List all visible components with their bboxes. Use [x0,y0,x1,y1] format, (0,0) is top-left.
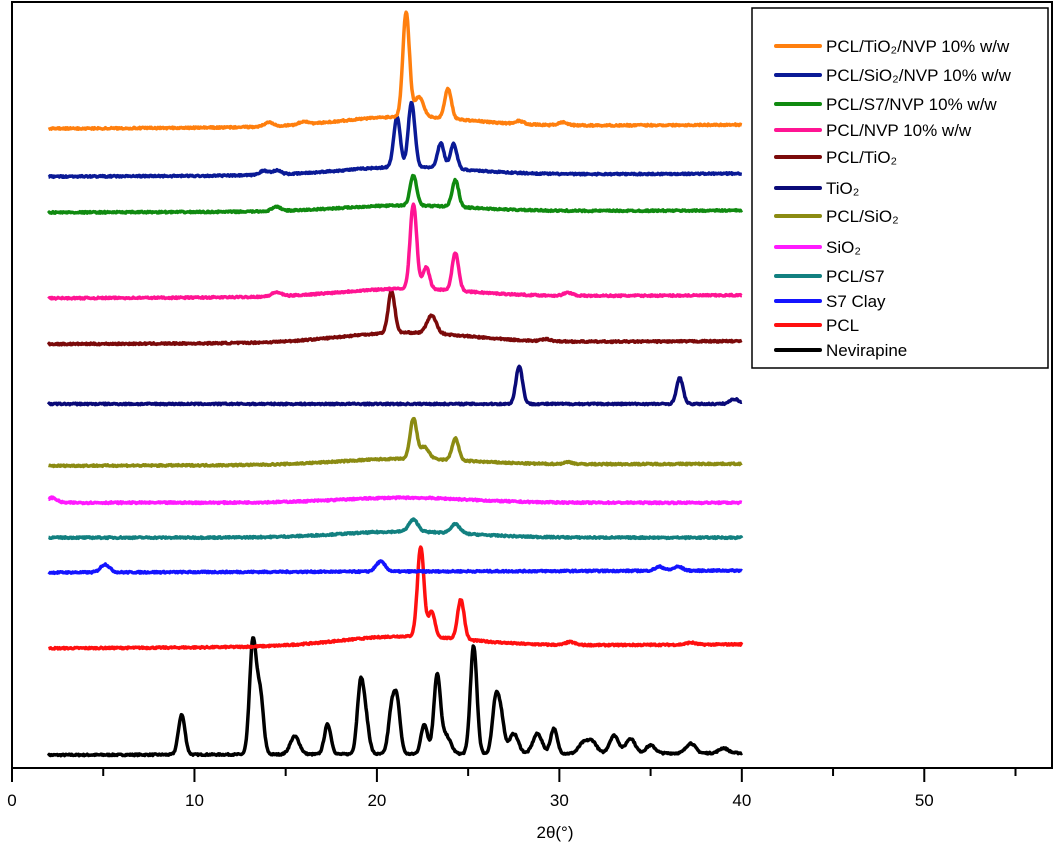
series-line-pcl-nvp-10-w-w [47,202,743,301]
legend: PCL/TiO₂/NVP 10% w/w PCL/SiO₂/NVP 10% w/w… [751,7,1049,369]
legend-label: PCL/TiO₂ [826,148,897,167]
legend-label: PCL/SiO₂ [826,207,899,226]
series-line-pcl-sio- [47,416,743,469]
x-tick-label: 30 [550,791,569,810]
x-tick-label: 50 [915,791,934,810]
legend-item: PCL [774,316,859,335]
series-line-tio- [46,364,743,407]
legend-item: S7 Clay [774,292,886,311]
legend-item: PCL/NVP 10% w/w [774,121,972,140]
series-line-sio- [47,495,743,506]
series-line-pcl-sio-nvp-10-w-w [47,100,743,180]
legend-item: PCL/SiO₂ [774,207,899,226]
series-line-pcl-tio- [46,289,743,347]
legend-label: Nevirapine [826,341,907,360]
legend-item: PCL/TiO₂/NVP 10% w/w [774,37,1010,56]
legend-item: TiO₂ [774,179,859,198]
x-axis: 0 10 20 30 40 50 [7,768,1017,810]
legend-label: PCL/NVP 10% w/w [826,121,972,140]
series-line-pcl [47,545,744,651]
legend-item: PCL/S7/NVP 10% w/w [774,95,997,114]
legend-label: TiO₂ [826,179,859,198]
legend-item: Nevirapine [774,341,907,360]
plot-frame [11,1,1053,769]
x-tick-label: 0 [7,791,16,810]
legend-label: PCL/S7/NVP 10% w/w [826,95,997,114]
series-line-pcl-s7 [47,517,744,541]
legend-label: S7 Clay [826,292,886,311]
legend-item: SiO₂ [774,238,861,257]
series-line-s7-clay [47,559,743,576]
series-line-pcl-tio-nvp-10-w-w [47,10,743,132]
legend-label: PCL/TiO₂/NVP 10% w/w [826,37,1010,56]
legend-item: PCL/SiO₂/NVP 10% w/w [774,66,1012,85]
legend-item: PCL/TiO₂ [774,148,897,167]
legend-label: SiO₂ [826,238,861,257]
legend-label: PCL/SiO₂/NVP 10% w/w [826,66,1012,85]
legend-item: PCL/S7 [774,267,885,286]
x-tick-label: 20 [367,791,386,810]
series-line-nevirapine [46,636,744,758]
series-layer [46,10,744,758]
x-axis-title: 2θ(°) [536,823,573,842]
legend-label: PCL [826,316,859,335]
x-tick-label: 10 [185,791,204,810]
series-line-pcl-s7-nvp-10-w-w [47,173,744,215]
x-tick-label: 40 [732,791,751,810]
legend-label: PCL/S7 [826,267,885,286]
